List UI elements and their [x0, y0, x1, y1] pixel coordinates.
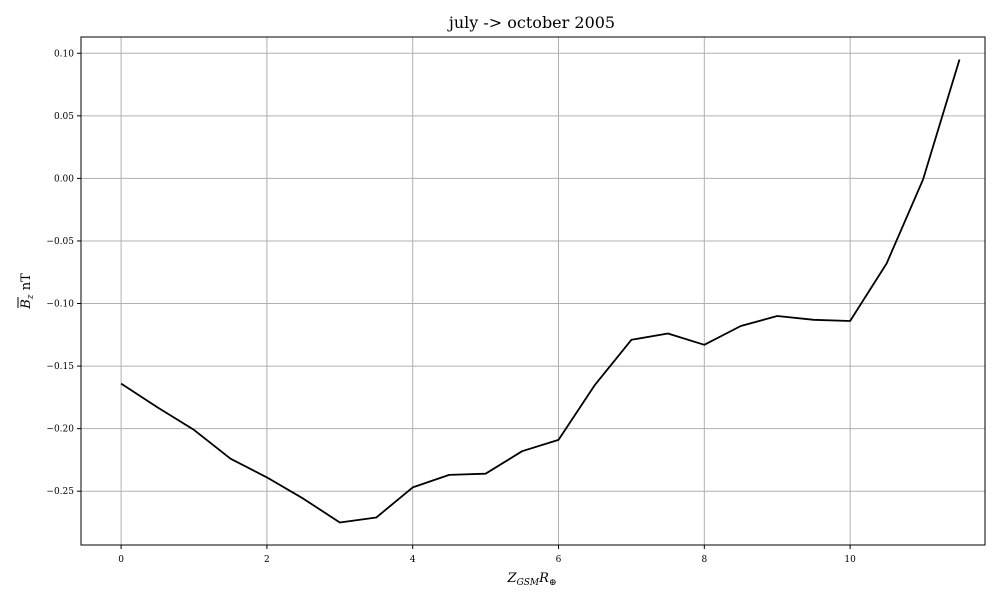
- x-axis-label-r: R: [538, 571, 549, 586]
- x-axis-label-sub: GSM: [517, 578, 540, 588]
- grid-lines: [81, 37, 985, 545]
- y-tick-label: −0.25: [46, 487, 74, 497]
- svg-text:Bz nT: Bz nT: [19, 273, 36, 310]
- y-tick-label: −0.05: [46, 237, 74, 247]
- y-axis-label-sub: z: [26, 294, 36, 300]
- y-tick-label: −0.20: [46, 425, 74, 435]
- y-tick-label: 0.05: [54, 112, 74, 122]
- x-tick-label: 8: [701, 555, 707, 565]
- x-tick-label: 0: [118, 555, 124, 565]
- y-axis-label-unit: nT: [19, 273, 34, 295]
- y-axis-label-b: B: [19, 299, 34, 310]
- x-tick-label: 6: [556, 555, 562, 565]
- x-tick-label: 10: [844, 555, 856, 565]
- y-tick-label: 0.00: [54, 174, 74, 184]
- x-axis-label: ZGSMR⊕: [507, 571, 557, 588]
- svg-text:ZGSMR⊕: ZGSMR⊕: [507, 571, 557, 588]
- series-line: [120, 59, 961, 524]
- x-axis-label-earth: ⊕: [549, 578, 557, 588]
- x-axis-ticks: 0 2 4 6 8 10: [118, 545, 856, 565]
- y-tick-label: −0.10: [46, 300, 74, 310]
- plot-frame: [80, 36, 986, 546]
- y-axis-ticks: 0.10 0.05 0.00 −0.05 −0.10 −0.15 −0.20 −0.25: [46, 49, 81, 497]
- y-tick-label: −0.15: [46, 362, 74, 372]
- series-group: [120, 59, 961, 524]
- y-tick-label: 0.10: [54, 49, 74, 59]
- chart-title: july -> october 2005: [447, 13, 615, 32]
- x-tick-label: 2: [264, 555, 270, 565]
- x-tick-label: 4: [410, 555, 416, 565]
- y-axis-label: Bz nT: [17, 273, 36, 310]
- x-axis-label-main: Z: [507, 571, 518, 586]
